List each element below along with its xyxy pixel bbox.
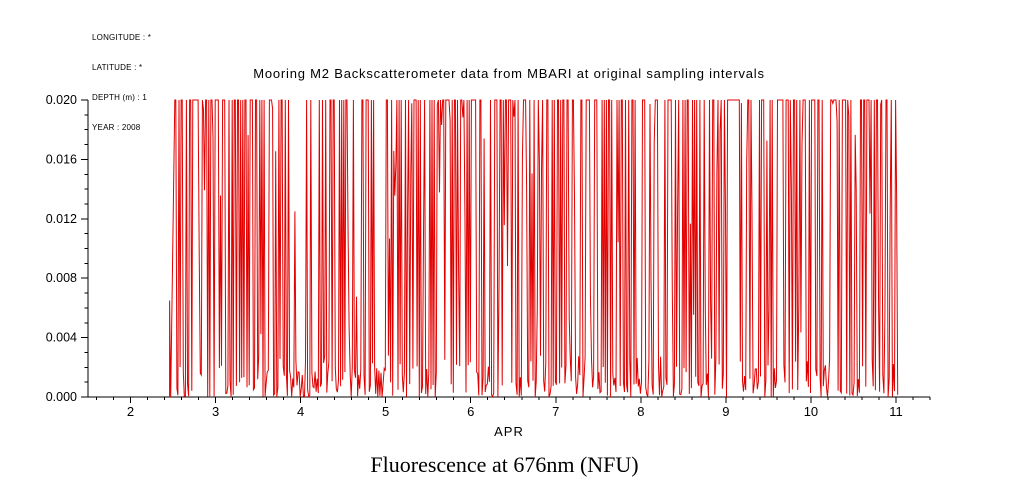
metadata-depth: DEPTH (m) : 1: [92, 93, 148, 102]
y-tick-label: 0.016: [46, 152, 77, 166]
x-tick-label: 10: [804, 404, 818, 419]
x-tick-label: 8: [637, 404, 644, 419]
x-tick-label: 3: [212, 404, 219, 419]
y-tick-label: 0.012: [46, 212, 77, 226]
x-tick-label: 11: [889, 404, 903, 419]
metadata-latitude: LATITUDE : *: [92, 63, 143, 72]
x-axis-title: APR: [494, 424, 524, 439]
x-tick-label: 5: [382, 404, 389, 419]
chart-title: Mooring M2 Backscatterometer data from M…: [253, 66, 765, 81]
x-tick-label: 2: [127, 404, 134, 419]
y-tick-label: 0.000: [46, 390, 77, 404]
x-tick-label: 7: [552, 404, 559, 419]
x-tick-label: 6: [467, 404, 474, 419]
y-tick-label: 0.020: [46, 93, 77, 107]
x-tick-label: 9: [722, 404, 729, 419]
axis-tick-labels: 0.000 0.004 0.008 0.012 0.016 0.020 2 3 4 5 6 7 8 9 10…: [46, 93, 903, 419]
x-tick-label: 4: [297, 404, 304, 419]
data-series: [169, 99, 899, 398]
metadata-longitude: LONGITUDE : *: [92, 33, 152, 42]
y-tick-label: 0.008: [46, 271, 77, 285]
fluorescence-series-path: [169, 99, 899, 398]
metadata-year: YEAR : 2008: [92, 123, 141, 132]
y-tick-label: 0.004: [46, 331, 77, 345]
axes: [81, 99, 931, 403]
chart-caption: Fluorescence at 676nm (NFU): [370, 452, 639, 477]
plot-metadata: LONGITUDE : * LATITUDE : * DEPTH (m) : 1…: [92, 13, 151, 153]
